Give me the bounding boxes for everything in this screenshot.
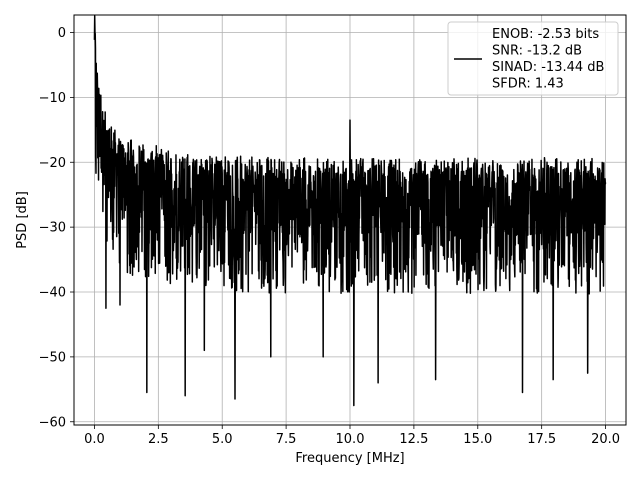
plot-area	[93, 15, 607, 407]
psd-series-line	[93, 15, 607, 407]
y-axis-label: PSD [dB]	[15, 191, 30, 249]
legend: ENOB: -2.53 bits SNR: -13.2 dB SINAD: -1…	[447, 21, 619, 96]
axis-ticks: 0.0 2.5 5.0 7.5 10.0 12.5 15.0 17.5 20.0 0 −10 −20 −…	[39, 26, 620, 447]
x-tick-label: 10.0	[336, 432, 365, 447]
x-tick-label: 20.0	[591, 432, 620, 447]
y-tick-label: −50	[39, 350, 66, 365]
x-tick-label: 15.0	[463, 432, 492, 447]
x-tick-label: 2.5	[148, 432, 169, 447]
legend-entry-snr: SNR: -13.2 dB	[492, 44, 582, 59]
x-tick-label: 17.5	[527, 432, 556, 447]
legend-entry-enob: ENOB: -2.53 bits	[492, 27, 599, 42]
y-tick-label: −60	[39, 415, 66, 430]
x-tick-label: 0.0	[84, 432, 105, 447]
legend-entry-sinad: SINAD: -13.44 dB	[492, 60, 604, 75]
y-tick-label: 0	[58, 26, 66, 41]
x-axis-label: Frequency [MHz]	[295, 451, 404, 466]
y-tick-label: −20	[39, 156, 66, 171]
y-tick-label: −30	[39, 221, 66, 236]
legend-entry-sfdr: SFDR: 1.43	[492, 77, 564, 92]
y-tick-label: −10	[39, 91, 66, 106]
x-tick-label: 5.0	[212, 432, 233, 447]
x-tick-label: 7.5	[276, 432, 297, 447]
y-tick-label: −40	[39, 286, 66, 301]
x-tick-label: 12.5	[399, 432, 428, 447]
legend-box	[447, 21, 619, 96]
